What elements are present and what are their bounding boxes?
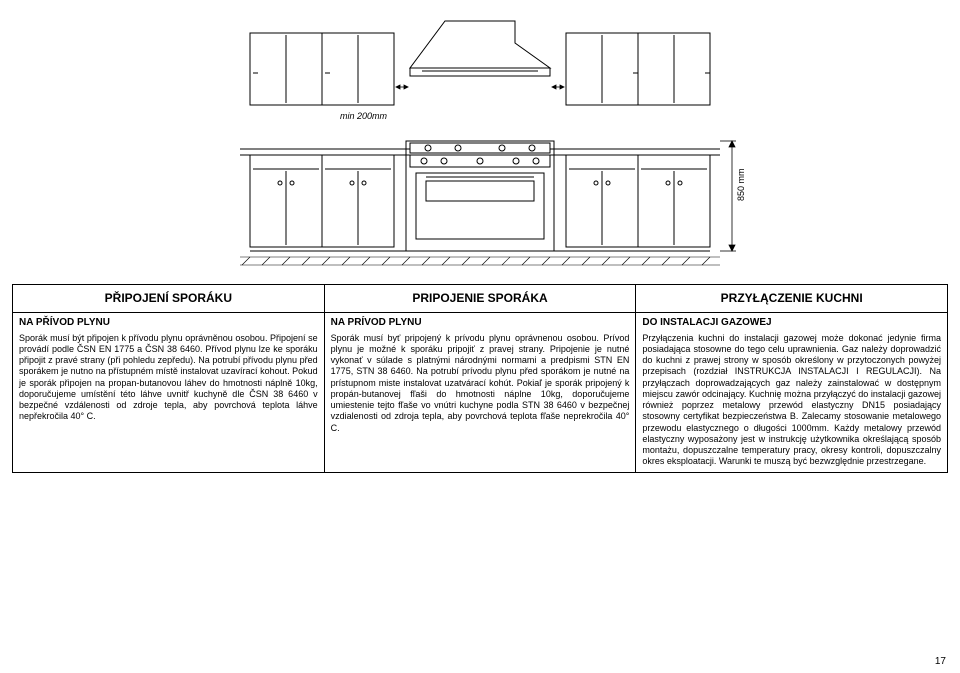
- text-col3: Przyłączenia kuchni do instalacji gazowe…: [642, 333, 941, 468]
- body-row: NA PŘÍVOD PLYNU Sporák musí být připojen…: [13, 313, 947, 472]
- instructions-table: PŘIPOJENÍ SPORÁKU PRIPOJENIE SPORÁKA PRZ…: [12, 284, 948, 473]
- installation-diagram: min 200mm: [12, 8, 948, 278]
- subhead-col2: NA PRÍVOD PLYNU: [331, 317, 630, 330]
- page-number: 17: [935, 656, 946, 667]
- subhead-col1: NA PŘÍVOD PLYNU: [19, 317, 318, 330]
- header-row: PŘIPOJENÍ SPORÁKU PRIPOJENIE SPORÁKA PRZ…: [13, 285, 947, 313]
- body-col1: NA PŘÍVOD PLYNU Sporák musí být připojen…: [13, 313, 325, 472]
- text-col1: Sporák musí být připojen k přívodu plynu…: [19, 333, 318, 423]
- header-col1: PŘIPOJENÍ SPORÁKU: [13, 285, 325, 313]
- body-col3: DO INSTALACJI GAZOWEJ Przyłączenia kuchn…: [636, 313, 947, 472]
- text-col2: Sporák musí byť pripojený k prívodu plyn…: [331, 333, 630, 434]
- header-col2: PRIPOJENIE SPORÁKA: [325, 285, 637, 313]
- header-col3: PRZYŁĄCZENIE KUCHNI: [636, 285, 947, 313]
- body-col2: NA PRÍVOD PLYNU Sporák musí byť pripojen…: [325, 313, 637, 472]
- kitchen-svg: min 200mm: [200, 13, 760, 273]
- label-height: 850 mm: [736, 168, 746, 201]
- subhead-col3: DO INSTALACJI GAZOWEJ: [642, 317, 941, 330]
- label-min-clearance: min 200mm: [340, 111, 388, 121]
